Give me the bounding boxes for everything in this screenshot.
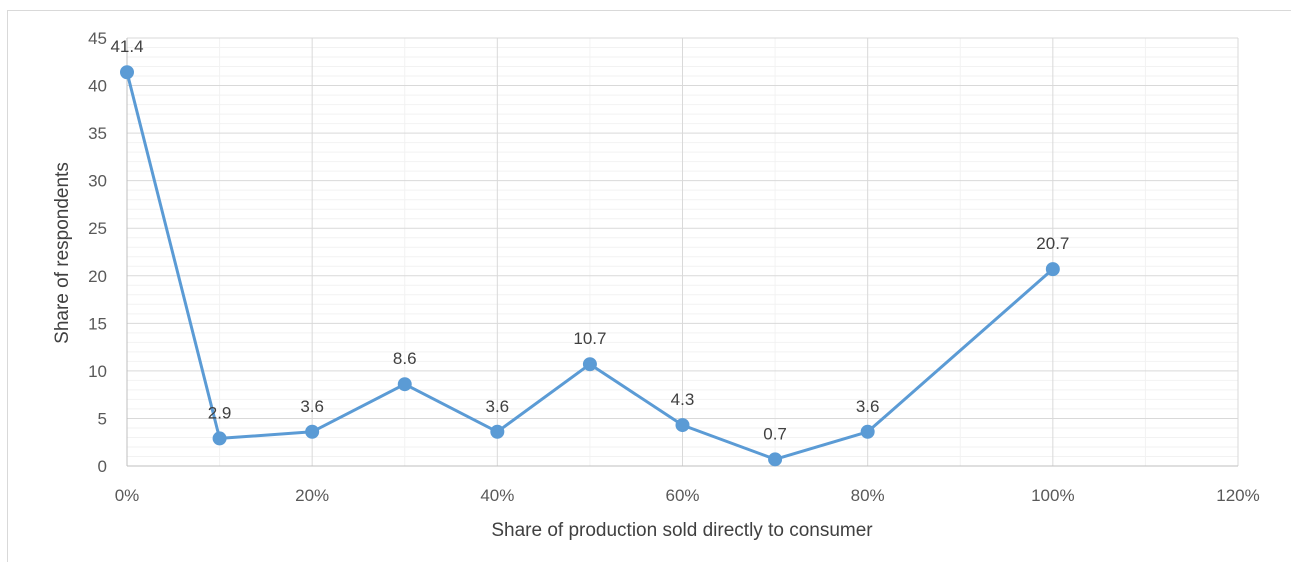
x-tick-label: 0% <box>115 486 140 505</box>
data-point <box>120 65 134 80</box>
y-tick-label: 5 <box>98 409 107 428</box>
data-label: 0.7 <box>763 424 787 443</box>
y-axis-ticks: 0 5 10 15 20 25 30 35 40 45 <box>88 29 107 476</box>
data-point <box>768 452 783 467</box>
y-tick-label: 20 <box>88 267 107 286</box>
x-tick-label: 80% <box>851 486 885 505</box>
y-tick-label: 35 <box>88 124 107 143</box>
x-tick-label: 20% <box>295 486 329 505</box>
y-tick-label: 45 <box>88 29 107 48</box>
chart-frame <box>7 10 1291 562</box>
data-label: 20.7 <box>1036 234 1069 253</box>
x-axis-ticks: 0% 20% 40% 60% 80% 100% 120% <box>115 486 1260 505</box>
data-label: 8.6 <box>393 349 417 368</box>
axes <box>126 38 1238 467</box>
y-tick-label: 0 <box>98 457 107 476</box>
x-tick-label: 60% <box>665 486 699 505</box>
data-label: 3.6 <box>856 397 880 416</box>
data-labels: 41.4 2.9 3.6 8.6 3.6 10.7 4.3 0.7 3.6 20.7 <box>110 37 1069 443</box>
data-point <box>1045 262 1060 277</box>
data-point <box>582 357 597 372</box>
y-tick-label: 15 <box>88 314 107 333</box>
data-points <box>120 65 1060 467</box>
data-point <box>305 424 320 439</box>
y-tick-label: 30 <box>88 172 107 191</box>
x-axis-title: Share of production sold directly to con… <box>491 520 873 541</box>
data-label: 3.6 <box>300 397 324 416</box>
data-label: 2.9 <box>208 403 232 422</box>
y-tick-label: 40 <box>88 77 107 96</box>
data-label: 3.6 <box>486 397 510 416</box>
data-label: 10.7 <box>573 329 606 348</box>
data-point <box>212 431 227 446</box>
data-point <box>860 424 875 439</box>
data-label: 41.4 <box>110 37 143 56</box>
series-line <box>125 71 1054 461</box>
y-tick-label: 10 <box>88 362 107 381</box>
y-axis-title: Share of respondents <box>52 162 73 344</box>
data-point <box>675 418 690 433</box>
data-point <box>490 424 505 439</box>
data-point <box>397 377 412 392</box>
x-tick-label: 120% <box>1216 486 1259 505</box>
x-tick-label: 100% <box>1031 486 1074 505</box>
x-tick-label: 40% <box>480 486 514 505</box>
data-label: 4.3 <box>671 390 695 409</box>
series-line-path <box>125 71 1054 461</box>
y-tick-label: 25 <box>88 219 107 238</box>
